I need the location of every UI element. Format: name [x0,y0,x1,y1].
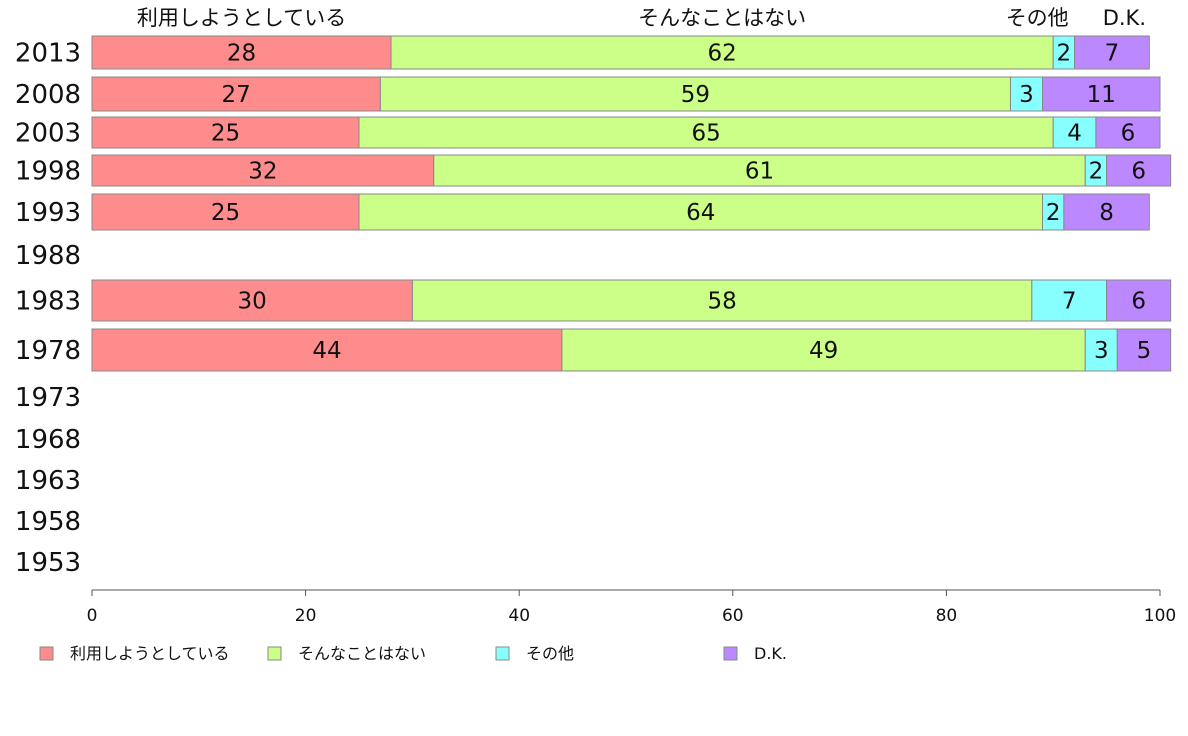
legend-label-4: D.K. [754,644,787,663]
data-label-1978-series-3: 3 [1094,338,1109,364]
data-label-1993-series-1: 25 [211,200,240,226]
data-label-2013-series-3: 2 [1057,41,1072,67]
data-label-2013-series-2: 62 [707,41,736,67]
data-label-1998-series-3: 2 [1089,159,1104,185]
data-label-1993-series-2: 64 [686,200,715,226]
year-label-1963: 1963 [15,466,81,496]
year-label-2008: 2008 [15,80,81,110]
x-tick-label-100: 100 [1144,606,1176,626]
legend-swatch-1 [39,646,54,661]
bar-1993-series-4 [1063,193,1150,231]
data-label-1983-series-1: 30 [238,289,267,315]
bar-1978-series-4 [1116,328,1172,372]
bar-2013-series-4 [1074,35,1150,70]
data-label-2003-series-3: 4 [1067,121,1082,147]
bar-1978-series-3 [1084,328,1118,372]
data-label-1998-series-4: 6 [1131,159,1146,185]
year-label-1968: 1968 [15,425,81,455]
data-label-1998-series-2: 61 [745,159,774,185]
bar-2003-series-4 [1095,116,1161,149]
year-label-1973: 1973 [15,383,81,413]
data-label-1983-series-3: 7 [1062,289,1077,315]
bar-1998-series-4 [1106,154,1172,187]
data-label-1978-series-2: 49 [809,338,838,364]
x-tick-label-60: 60 [722,606,744,626]
bar-1998-series-1 [91,154,435,187]
data-label-1983-series-2: 58 [707,289,736,315]
column-header-2: そんなことはない [638,6,806,30]
data-label-2013-series-1: 28 [227,41,256,67]
data-label-2008-series-4: 11 [1087,82,1116,108]
legend-label-1: 利用しようとしている [70,644,230,663]
year-label-1978: 1978 [15,336,81,366]
data-label-1998-series-1: 32 [248,159,277,185]
data-label-1978-series-4: 5 [1137,338,1152,364]
data-label-2008-series-3: 3 [1019,82,1034,108]
year-label-2003: 2003 [15,119,81,149]
column-header-1: 利用しようとしている [137,6,346,30]
x-tick-label-0: 0 [87,606,98,626]
year-label-1993: 1993 [15,198,81,228]
bar-2008-series-4 [1042,76,1161,112]
bar-1978-series-1 [91,328,563,372]
year-label-1988: 1988 [15,241,81,271]
bar-2003-series-2 [358,116,1054,149]
bar-2008-series-1 [91,76,381,112]
legend-swatch-2 [267,646,282,661]
bar-1978-series-2 [561,328,1086,372]
x-tick-label-40: 40 [508,606,530,626]
bar-2003-series-3 [1052,116,1097,149]
data-label-2008-series-1: 27 [222,82,251,108]
bar-2013-series-2 [390,35,1054,70]
data-label-1993-series-4: 8 [1099,200,1114,226]
bar-1998-series-2 [433,154,1086,187]
data-label-2003-series-4: 6 [1121,121,1136,147]
year-label-1998: 1998 [15,157,81,187]
year-label-1983: 1983 [15,287,81,317]
column-header-3: その他 [1006,6,1069,30]
legend-swatch-3 [495,646,510,661]
legend-label-2: そんなことはない [298,644,426,663]
bar-2008-series-3 [1009,76,1044,112]
data-label-1983-series-4: 6 [1131,289,1146,315]
data-label-2003-series-2: 65 [691,121,720,147]
x-tick-label-20: 20 [295,606,317,626]
year-label-2013: 2013 [15,39,81,69]
legend-swatch-4 [723,646,738,661]
legend-label-3: その他 [526,644,574,663]
bar-2008-series-2 [379,76,1011,112]
column-header-4: D.K. [1103,6,1146,30]
data-label-1993-series-3: 2 [1046,200,1061,226]
x-tick-label-80: 80 [936,606,958,626]
bar-1983-series-1 [91,279,413,322]
data-label-2013-series-4: 7 [1105,41,1120,67]
bar-1983-series-4 [1106,279,1172,322]
year-label-1958: 1958 [15,507,81,537]
bar-2003-series-1 [91,116,360,149]
data-label-2008-series-2: 59 [681,82,710,108]
data-label-2003-series-1: 25 [211,121,240,147]
bar-1983-series-2 [411,279,1033,322]
year-label-1953: 1953 [15,548,81,578]
bar-2013-series-1 [91,35,392,70]
data-label-1978-series-1: 44 [312,338,341,364]
